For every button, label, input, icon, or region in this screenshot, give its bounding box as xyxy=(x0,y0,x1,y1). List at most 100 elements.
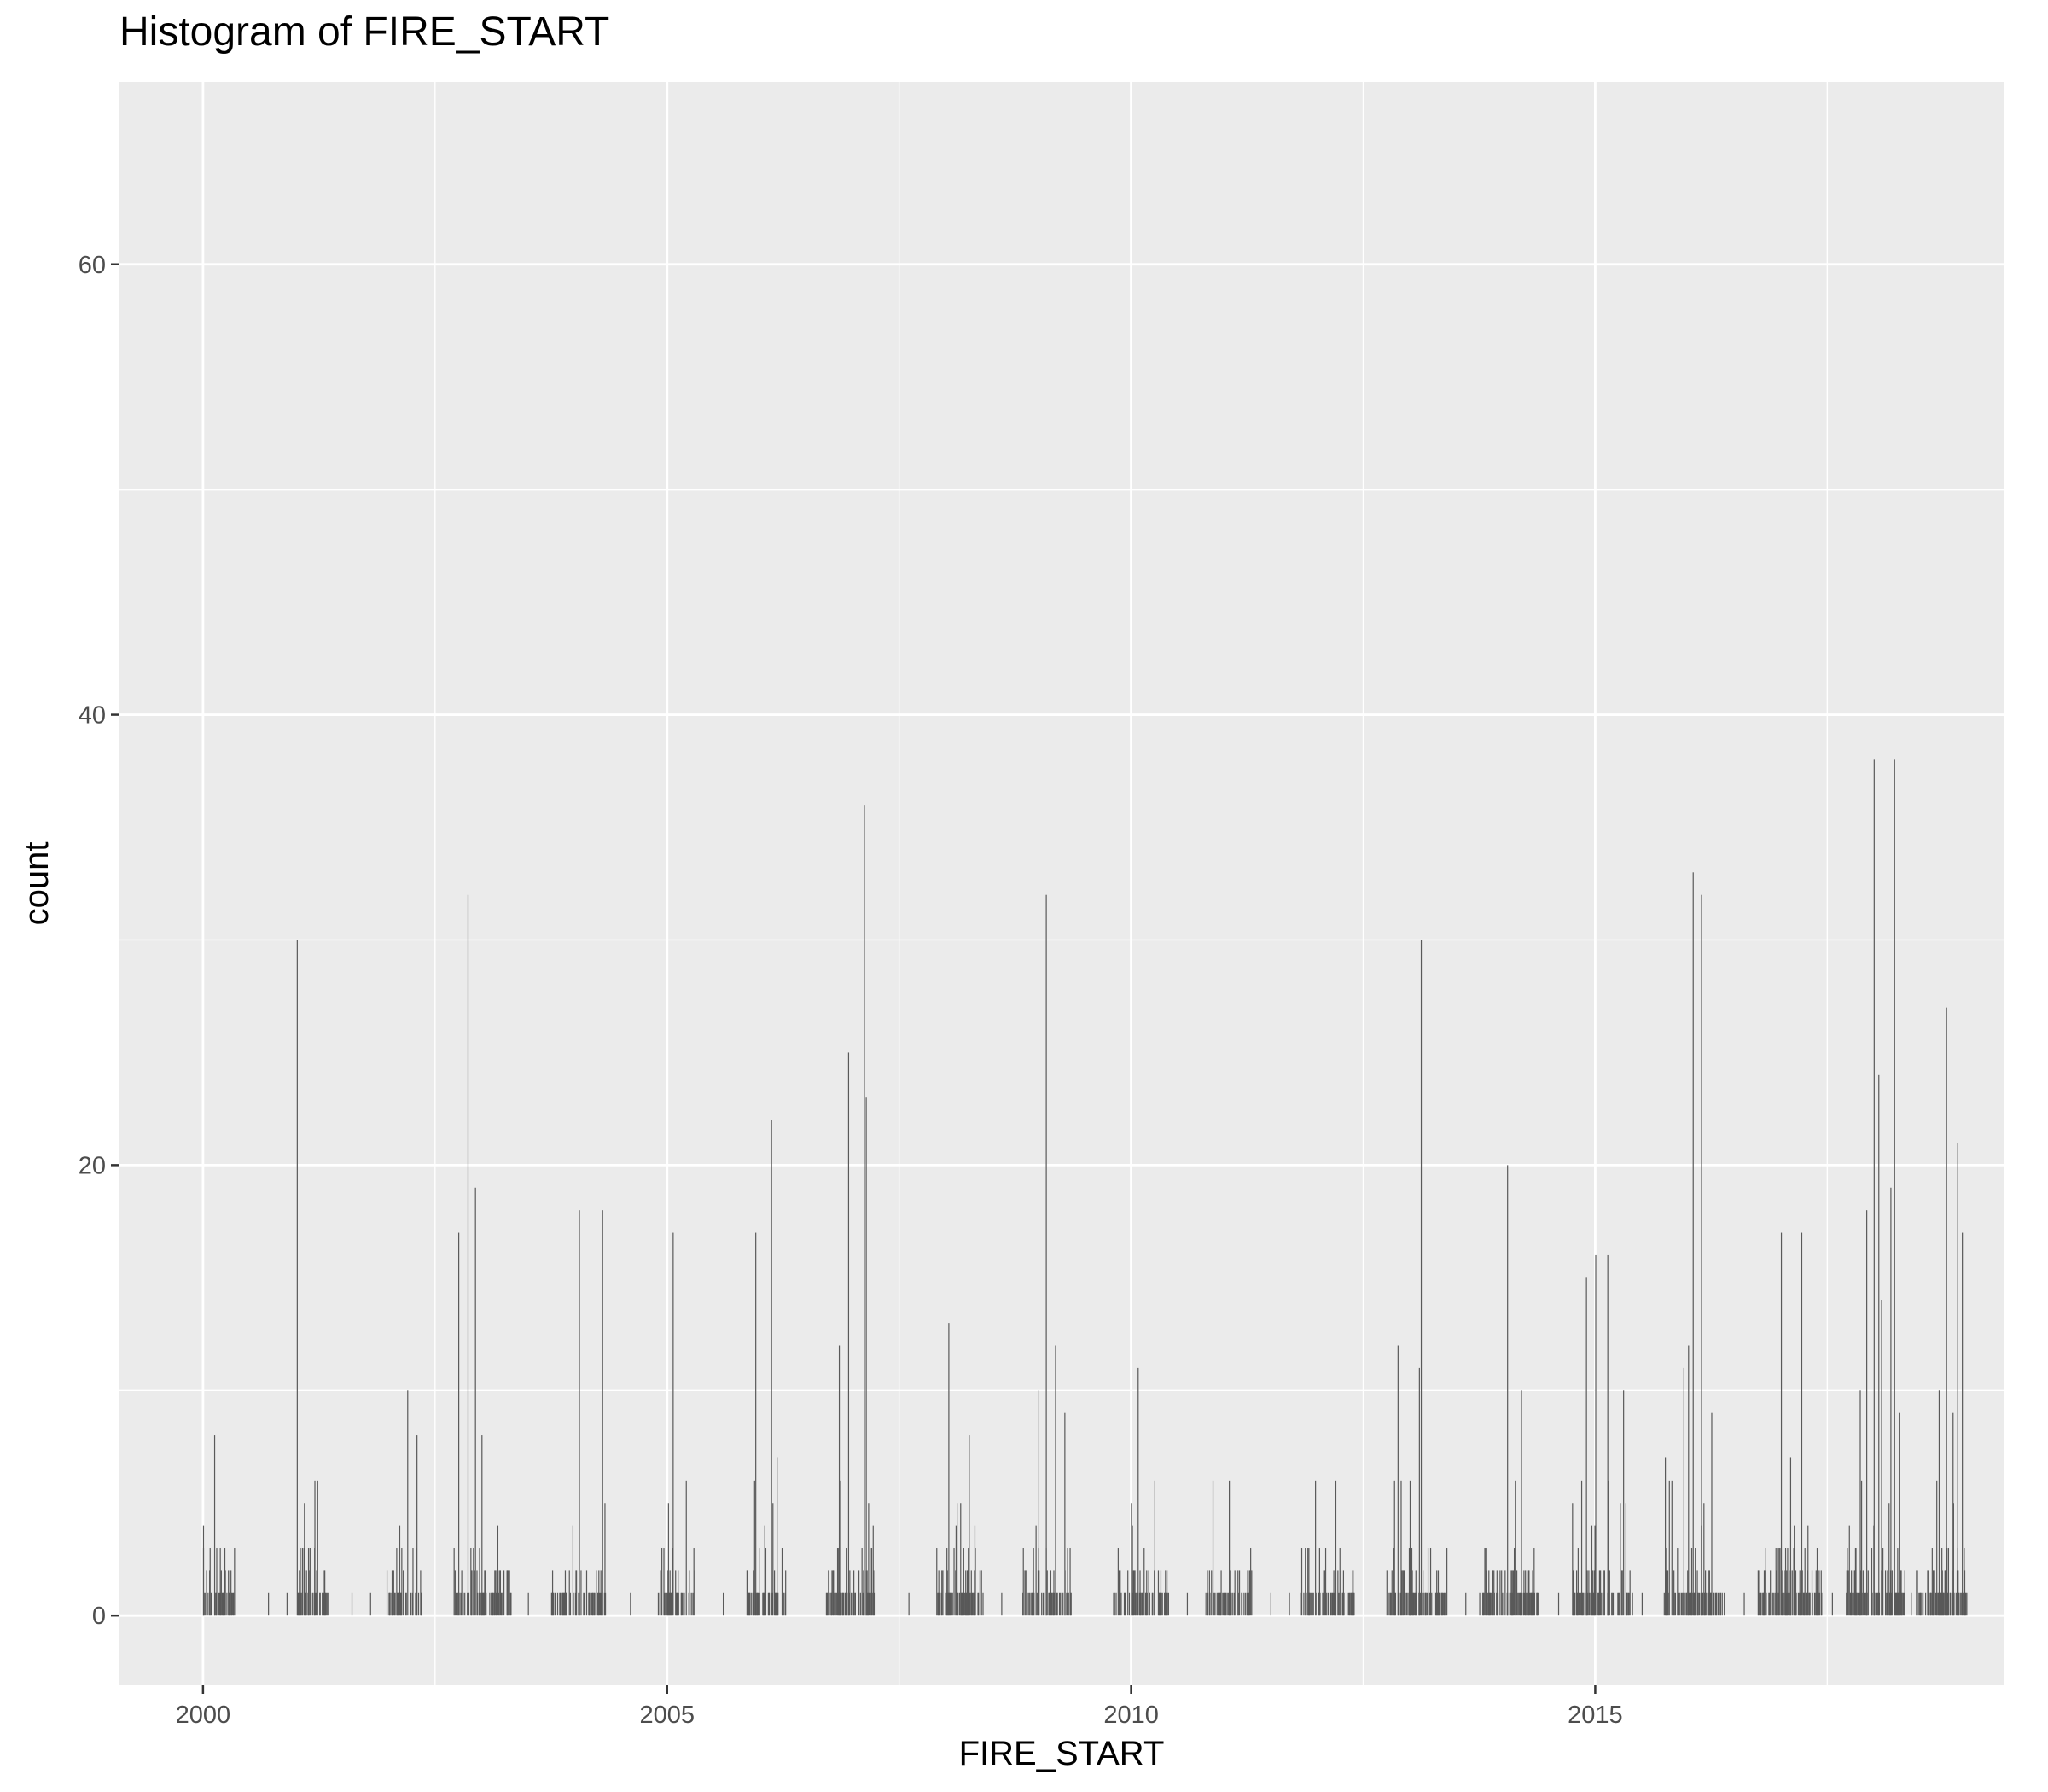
histogram-bar xyxy=(1353,1592,1355,1616)
histogram-bar xyxy=(657,1592,660,1616)
histogram-bar xyxy=(1887,1570,1888,1616)
y-tick-label: 20 xyxy=(79,1152,106,1179)
histogram-bar xyxy=(722,1592,724,1616)
histogram-bar xyxy=(1140,1592,1142,1616)
histogram-bar xyxy=(1426,1592,1428,1616)
histogram-bar xyxy=(858,1570,860,1616)
histogram-bar xyxy=(1572,1570,1574,1616)
histogram-bar xyxy=(1517,1592,1519,1616)
histogram-bar-peak xyxy=(474,1187,476,1616)
histogram-bar xyxy=(1496,1570,1498,1616)
histogram-bar xyxy=(772,1503,774,1616)
histogram-bar xyxy=(669,1570,671,1616)
histogram-bar xyxy=(692,1592,694,1616)
histogram-bar xyxy=(304,1503,305,1616)
histogram-bar xyxy=(1134,1570,1136,1616)
histogram-bar xyxy=(1326,1592,1328,1616)
histogram-bar xyxy=(1611,1592,1613,1616)
histogram-bar xyxy=(399,1525,401,1616)
histogram-bar xyxy=(207,1592,209,1616)
histogram-bar-peak xyxy=(602,1210,603,1616)
histogram-bar xyxy=(1245,1592,1247,1616)
histogram-bar xyxy=(1139,1570,1141,1616)
histogram-bars xyxy=(202,759,1968,1616)
histogram-bar xyxy=(941,1570,943,1616)
histogram-bar-peak xyxy=(1397,1345,1399,1616)
histogram-bar xyxy=(1860,1480,1863,1616)
histogram-bar xyxy=(455,1592,457,1616)
histogram-bar xyxy=(849,1570,851,1616)
histogram-bar-peak xyxy=(1055,1345,1056,1616)
histogram-bar xyxy=(1706,1592,1708,1616)
histogram-bar xyxy=(672,1548,673,1616)
histogram-bar xyxy=(468,1592,470,1616)
histogram-bar xyxy=(1795,1570,1797,1616)
histogram-bar xyxy=(1479,1592,1481,1616)
histogram-bar xyxy=(971,1592,974,1616)
histogram-bar-peak xyxy=(838,1345,841,1616)
histogram-bar-peak xyxy=(1585,1277,1587,1616)
histogram-bar xyxy=(1673,1570,1675,1616)
histogram-bar-peak xyxy=(1507,1165,1509,1616)
histogram-bar xyxy=(1801,1570,1803,1616)
histogram-bar xyxy=(1806,1592,1807,1616)
histogram-bar xyxy=(494,1570,496,1616)
histogram-bar xyxy=(1626,1592,1628,1616)
histogram-bar xyxy=(1768,1592,1771,1616)
histogram-bar xyxy=(1117,1548,1119,1616)
histogram-bar xyxy=(1318,1548,1320,1616)
histogram-bar xyxy=(1851,1570,1853,1616)
x-tick-label: 2015 xyxy=(1568,1702,1623,1729)
histogram-bar xyxy=(1342,1570,1345,1616)
histogram-bar xyxy=(1937,1592,1940,1616)
histogram-bar xyxy=(908,1592,910,1616)
histogram-bar xyxy=(1800,1592,1801,1616)
histogram-bar xyxy=(1947,1548,1950,1616)
histogram-bar xyxy=(578,1592,579,1616)
histogram-bar xyxy=(871,1592,873,1616)
histogram-bar xyxy=(1629,1570,1631,1616)
histogram-bar xyxy=(1897,1548,1899,1616)
histogram-bar xyxy=(1337,1570,1339,1616)
histogram-bar xyxy=(1125,1592,1126,1616)
histogram-bar xyxy=(1523,1570,1525,1616)
histogram-bar xyxy=(309,1548,311,1616)
histogram-bar xyxy=(950,1592,951,1616)
histogram-bar xyxy=(1770,1570,1772,1616)
histogram-bar xyxy=(1902,1592,1905,1616)
histogram-bar xyxy=(1312,1592,1314,1616)
histogram-bar xyxy=(1491,1592,1492,1616)
histogram-bar xyxy=(585,1570,588,1616)
histogram-bar xyxy=(1743,1592,1745,1616)
histogram-bar xyxy=(1927,1570,1929,1616)
histogram-bar xyxy=(1238,1570,1241,1616)
histogram-bar xyxy=(757,1592,759,1616)
histogram-bar xyxy=(1334,1592,1335,1616)
histogram-bar xyxy=(479,1548,480,1616)
histogram-bar xyxy=(1668,1480,1670,1616)
histogram-bar xyxy=(1772,1592,1774,1616)
histogram-bar xyxy=(1120,1592,1122,1616)
histogram-bar xyxy=(1682,1592,1684,1616)
histogram-bar xyxy=(1394,1592,1397,1616)
histogram-bar-peak xyxy=(1664,1457,1667,1616)
histogram-bar xyxy=(1465,1592,1467,1616)
histogram-bar xyxy=(873,1592,876,1616)
histogram-bar xyxy=(1167,1592,1169,1616)
histogram-bar xyxy=(1695,1548,1696,1616)
histogram-bar xyxy=(1936,1480,1938,1616)
histogram-bar-peak xyxy=(847,1052,850,1616)
histogram-bar xyxy=(663,1548,665,1616)
histogram-bar xyxy=(300,1592,302,1616)
histogram-bar xyxy=(484,1570,486,1616)
histogram-bar xyxy=(667,1503,669,1616)
histogram-bar-peak xyxy=(1409,1480,1411,1616)
histogram-bar xyxy=(1782,1570,1783,1616)
histogram-bar xyxy=(843,1592,845,1616)
histogram-bar xyxy=(1852,1592,1853,1616)
histogram-bar xyxy=(1224,1592,1225,1616)
histogram-bar-peak xyxy=(202,1525,205,1616)
histogram-bar xyxy=(1216,1592,1218,1616)
histogram-bar xyxy=(1933,1570,1935,1616)
histogram-bar xyxy=(224,1570,226,1616)
